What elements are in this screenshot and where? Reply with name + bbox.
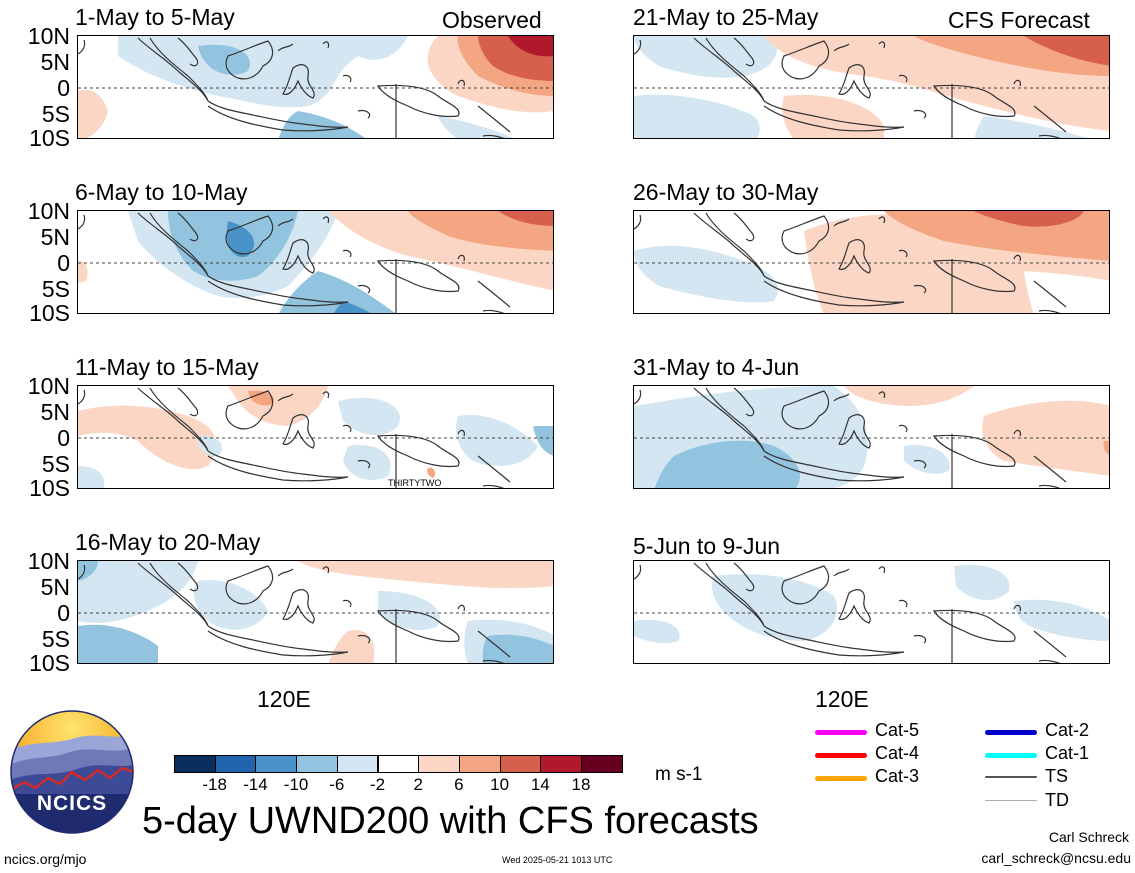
map-panel-p1: [77, 35, 554, 139]
legend-label: Cat-2: [1045, 720, 1090, 740]
legend-label: TD: [1045, 790, 1069, 810]
lat-label: 10N: [27, 198, 70, 224]
lat-label: 5S: [41, 276, 70, 302]
colorbar-swatch: [377, 755, 420, 773]
lat-label: 0: [57, 600, 70, 626]
observed-label: Observed: [442, 7, 542, 33]
thirtytwo-annotation: THIRTYTWO: [388, 478, 441, 488]
colorbar-swatch: [418, 755, 460, 773]
legend-line-td: [985, 800, 1037, 801]
colorbar-swatch: [255, 755, 298, 773]
colorbar-tick-label: -10: [283, 775, 309, 794]
panel-title-p1: 1-May to 5-May: [75, 4, 235, 30]
map-panel-p2: [77, 210, 554, 314]
lon-label-right: 120E: [815, 686, 869, 712]
legend-line-cat-5: [815, 730, 867, 735]
colorbar-units: m s-1: [655, 764, 703, 785]
panel-title-p7: 31-May to 4-Jun: [633, 354, 800, 380]
lat-label: 10N: [27, 548, 70, 574]
legend-line-cat-4: [815, 753, 867, 758]
colorbar-tick-label: -6: [329, 775, 345, 794]
colorbar-tick-label: 18: [571, 775, 591, 794]
map-panel-p4: [77, 560, 554, 664]
lat-label: 10S: [29, 475, 70, 501]
lat-label: 0: [57, 425, 70, 451]
colorbar-tick-label: 14: [530, 775, 550, 794]
map-panel-p8: [633, 560, 1110, 664]
colorbar-tick-label: 10: [490, 775, 510, 794]
colorbar-swatch: [581, 755, 623, 773]
colorbar-swatch: [458, 755, 501, 773]
colorbar-swatch: [499, 755, 542, 773]
lat-label: 0: [57, 250, 70, 276]
lat-label: 5N: [40, 224, 70, 250]
legend-line-ts: [985, 776, 1037, 778]
colorbar-tick-label: -2: [369, 775, 386, 794]
colorbar-swatch: [214, 755, 257, 773]
colorbar-swatch: [540, 755, 582, 773]
footer-author: Carl Schreck: [1048, 829, 1129, 845]
colorbar-tick-label: 6: [454, 775, 464, 794]
colorbar-tick-label: -14: [243, 775, 268, 794]
legend-line-cat-1: [985, 753, 1037, 758]
footer-url: ncics.org/mjo: [4, 851, 87, 867]
legend-line-cat-3: [815, 776, 867, 781]
panel-title-p5: 21-May to 25-May: [633, 4, 819, 30]
colorbar-swatch: [296, 755, 338, 773]
panel-title-p3: 11-May to 15-May: [75, 354, 259, 380]
map-panel-p5: [633, 35, 1110, 139]
colorbar-tick-label: -18: [202, 775, 227, 794]
lat-label: 10N: [27, 373, 70, 399]
map-panel-p6: [633, 210, 1110, 314]
legend-label: Cat-1: [1045, 743, 1090, 763]
lon-label-left: 120E: [257, 686, 311, 712]
panel-title-p2: 6-May to 10-May: [75, 179, 248, 205]
footer-timestamp: Wed 2025-05-21 1013 UTC: [502, 855, 613, 865]
lat-label: 0: [57, 75, 70, 101]
lat-label: 5N: [40, 49, 70, 75]
colorbar-tick-label: 2: [413, 775, 423, 794]
lat-label: 10S: [29, 125, 70, 151]
cfs-forecast-label: CFS Forecast: [948, 7, 1090, 33]
ncics-logo-text: NCICS: [36, 792, 108, 815]
panel-title-p6: 26-May to 30-May: [633, 179, 819, 205]
map-panel-p7: [633, 385, 1110, 489]
legend-label: Cat-4: [875, 743, 920, 763]
map-panel-p3: THIRTYTWO: [77, 385, 554, 489]
footer-email: carl_schreck@ncsu.edu: [981, 850, 1131, 866]
legend-label: Cat-5: [875, 720, 920, 740]
colorbar-swatch: [336, 755, 379, 773]
legend-label: Cat-3: [875, 766, 920, 786]
main-title: 5-day UWND200 with CFS forecasts: [142, 800, 759, 842]
legend-label: TS: [1045, 766, 1069, 786]
panel-title-p4: 16-May to 20-May: [75, 529, 261, 555]
lat-label: 5N: [40, 399, 70, 425]
lat-label: 5N: [40, 574, 70, 600]
panel-title-p8: 5-Jun to 9-Jun: [633, 533, 781, 559]
colorbar-swatch: [174, 755, 216, 773]
lat-label: 5S: [41, 101, 70, 127]
lat-label: 10N: [27, 23, 70, 49]
lat-label: 10S: [29, 650, 70, 676]
lat-label: 5S: [41, 451, 70, 477]
lat-label: 5S: [41, 626, 70, 652]
ncics-logo: NCICS: [10, 710, 134, 834]
legend-line-cat-2: [985, 730, 1037, 735]
lat-label: 10S: [29, 300, 70, 326]
